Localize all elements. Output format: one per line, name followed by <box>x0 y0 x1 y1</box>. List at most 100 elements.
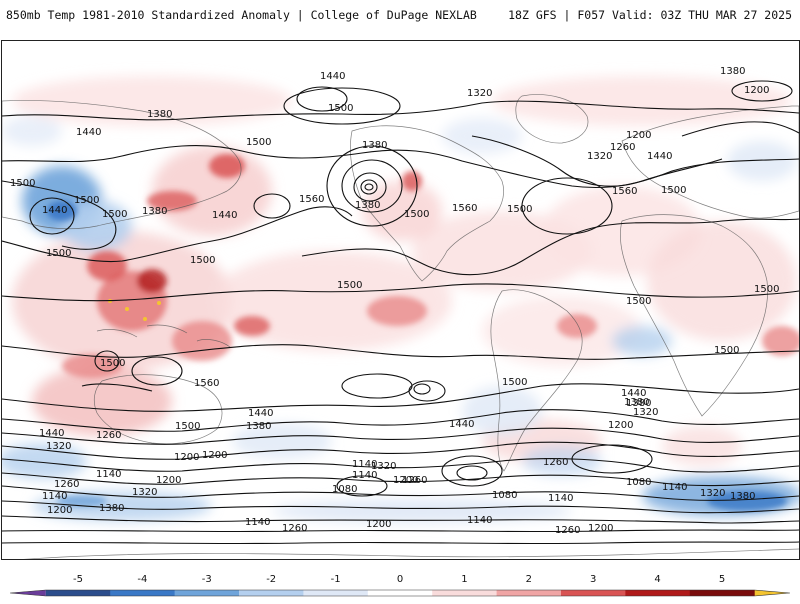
contour-label: 1320 <box>587 151 612 162</box>
contour-label: 1440 <box>76 127 101 138</box>
contour-label: 1500 <box>100 358 125 369</box>
contour-label: 1440 <box>621 388 646 399</box>
contour-label: 1380 <box>99 503 124 514</box>
contour-label: 1080 <box>492 490 517 501</box>
contour-label: 1140 <box>42 491 67 502</box>
contour-label: 1500 <box>102 209 127 220</box>
colorbar-segment <box>303 590 369 596</box>
colorbar-graphic: -5 -4 -3 -2 -1 0 1 2 3 4 5 <box>9 574 791 597</box>
contour-label: 1380 <box>730 491 755 502</box>
contour-label: 1560 <box>452 203 477 214</box>
contour-label: 1260 <box>543 457 568 468</box>
contour-label: 1260 <box>402 475 427 486</box>
colorbar-segment <box>367 590 433 596</box>
contour-label: 1500 <box>754 284 779 295</box>
colorbar-segment <box>432 590 498 596</box>
contour-label: 1500 <box>246 137 271 148</box>
contour-label: 1200 <box>393 475 418 486</box>
contour-label: 1500 <box>46 248 71 259</box>
contour-label: 1500 <box>74 195 99 206</box>
contour-label: 1500 <box>714 345 739 356</box>
contour-label: 1200 <box>588 523 613 534</box>
colorbar-tick-label: -1 <box>331 574 341 585</box>
contour-label: 1320 <box>132 487 157 498</box>
contour-label: 1380 <box>362 140 387 151</box>
contour-label: 1380 <box>626 398 651 409</box>
contour-label: 1500 <box>661 185 686 196</box>
anomaly-map: 1440 1380 1200 1320 1500 1380 1440 1500 … <box>2 66 799 559</box>
colorbar-tick-label: 5 <box>719 574 725 585</box>
contour-label: 1440 <box>320 71 345 82</box>
colorbar-segment <box>45 590 111 596</box>
contour-label: 1200 <box>366 519 391 530</box>
colorbar-segment <box>174 590 240 596</box>
contour-label: 1320 <box>467 88 492 99</box>
anomaly-strong-shading <box>47 154 799 511</box>
contour-label: 1380 <box>355 200 380 211</box>
contour-label: 1500 <box>404 209 429 220</box>
contour-label: 1200 <box>744 85 769 96</box>
contour-label: 1500 <box>626 296 651 307</box>
map-panel: 1440 1380 1200 1320 1500 1380 1440 1500 … <box>1 40 800 560</box>
colorbar-segment <box>561 590 626 596</box>
contour-label: 1500 <box>337 280 362 291</box>
contour-label: 1320 <box>633 407 658 418</box>
contour-label: 1440 <box>647 151 672 162</box>
contour-label: 1140 <box>548 493 573 504</box>
contour-label: 1080 <box>332 484 357 495</box>
contour-label: 1200 <box>156 475 181 486</box>
contour-label: 1500 <box>190 255 215 266</box>
colorbar-tick-label: -5 <box>73 574 83 585</box>
colorbar-segment <box>239 590 304 596</box>
contour-label: 1140 <box>662 482 687 493</box>
contour-label: 1440 <box>212 210 237 221</box>
contour-label: 1260 <box>555 525 580 536</box>
contour-label: 1140 <box>467 515 492 526</box>
anomaly-shading <box>2 76 799 523</box>
colorbar-tick-label: 4 <box>654 574 660 585</box>
contour-label: 1260 <box>96 430 121 441</box>
colorbar-max-arrow <box>754 590 790 596</box>
contour-label: 1500 <box>507 204 532 215</box>
contour-label: 1200 <box>202 450 227 461</box>
contour-label: 1500 <box>328 103 353 114</box>
contour-label: 1140 <box>352 459 377 470</box>
contour-label: 1380 <box>246 421 271 432</box>
contour-label: 1440 <box>248 408 273 419</box>
contour-label: 1500 <box>502 377 527 388</box>
colorbar-tick-label: 3 <box>590 574 596 585</box>
contour-label: 1200 <box>47 505 72 516</box>
contour-label: 1380 <box>142 206 167 217</box>
map-header: 850mb Temp 1981-2010 Standardized Anomal… <box>0 0 800 40</box>
colorbar-tick-label: -3 <box>202 574 212 585</box>
contour-label: 1440 <box>39 428 64 439</box>
contour-labels: 1440 1380 1200 1320 1500 1380 1440 1500 … <box>10 66 779 536</box>
contour-label: 1440 <box>449 419 474 430</box>
contour-label: 1260 <box>610 142 635 153</box>
model-run-info: 18Z GFS | F057 Valid: 03Z THU MAR 27 202… <box>508 8 792 22</box>
contour-label: 1380 <box>624 397 649 408</box>
contour-label: 1200 <box>608 420 633 431</box>
colorbar-tick-label: 1 <box>461 574 467 585</box>
contour-label: 1140 <box>96 469 121 480</box>
contour-label: 1260 <box>54 479 79 490</box>
contour-label: 1500 <box>175 421 200 432</box>
colorbar-segment <box>689 590 755 596</box>
contour-label: 1200 <box>174 452 199 463</box>
contour-label: 1080 <box>626 477 651 488</box>
contour-label: 1560 <box>299 194 324 205</box>
contour-label: 1500 <box>10 178 35 189</box>
map-title: 850mb Temp 1981-2010 Standardized Anomal… <box>6 8 477 22</box>
contour-label: 1140 <box>245 517 270 528</box>
contour-label: 1320 <box>46 441 71 452</box>
contour-label: 1440 <box>42 205 67 216</box>
anomaly-colorbar: -5 -4 -3 -2 -1 0 1 2 3 4 5 <box>0 562 800 600</box>
contour-label: 1560 <box>612 186 637 197</box>
colorbar-min-arrow <box>10 590 46 596</box>
colorbar-tick-label: -4 <box>137 574 147 585</box>
height-contours <box>2 80 799 545</box>
contour-label: 1200 <box>626 130 651 141</box>
colorbar-segment <box>625 590 691 596</box>
colorbar-tick-label: 2 <box>526 574 532 585</box>
colorbar-outline <box>9 589 791 597</box>
